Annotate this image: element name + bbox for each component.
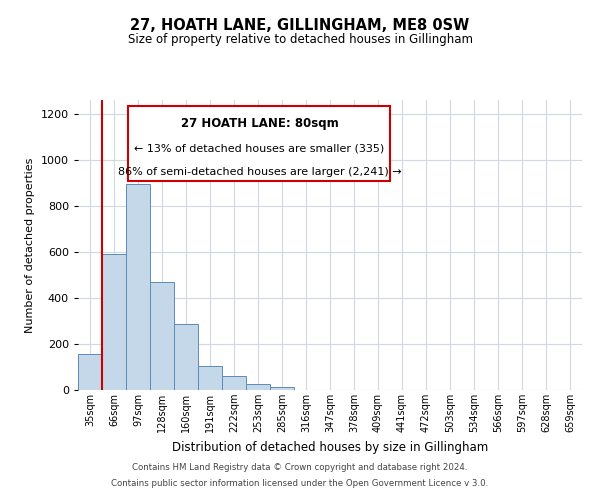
Text: 86% of semi-detached houses are larger (2,241) →: 86% of semi-detached houses are larger (… <box>118 166 401 176</box>
Text: Contains HM Land Registry data © Crown copyright and database right 2024.: Contains HM Land Registry data © Crown c… <box>132 464 468 472</box>
FancyBboxPatch shape <box>128 106 391 181</box>
Y-axis label: Number of detached properties: Number of detached properties <box>25 158 35 332</box>
Bar <box>150 282 174 390</box>
Bar <box>78 354 102 390</box>
Text: 27 HOATH LANE: 80sqm: 27 HOATH LANE: 80sqm <box>181 118 338 130</box>
Bar <box>270 387 294 390</box>
Bar <box>222 376 246 390</box>
Bar <box>126 184 150 390</box>
Bar <box>102 254 126 390</box>
Text: 27, HOATH LANE, GILLINGHAM, ME8 0SW: 27, HOATH LANE, GILLINGHAM, ME8 0SW <box>130 18 470 32</box>
Text: Size of property relative to detached houses in Gillingham: Size of property relative to detached ho… <box>128 32 473 46</box>
Text: Contains public sector information licensed under the Open Government Licence v : Contains public sector information licen… <box>112 478 488 488</box>
Bar <box>198 366 222 390</box>
Text: ← 13% of detached houses are smaller (335): ← 13% of detached houses are smaller (33… <box>134 144 385 154</box>
X-axis label: Distribution of detached houses by size in Gillingham: Distribution of detached houses by size … <box>172 440 488 454</box>
Bar <box>246 384 270 390</box>
Bar <box>174 324 198 390</box>
